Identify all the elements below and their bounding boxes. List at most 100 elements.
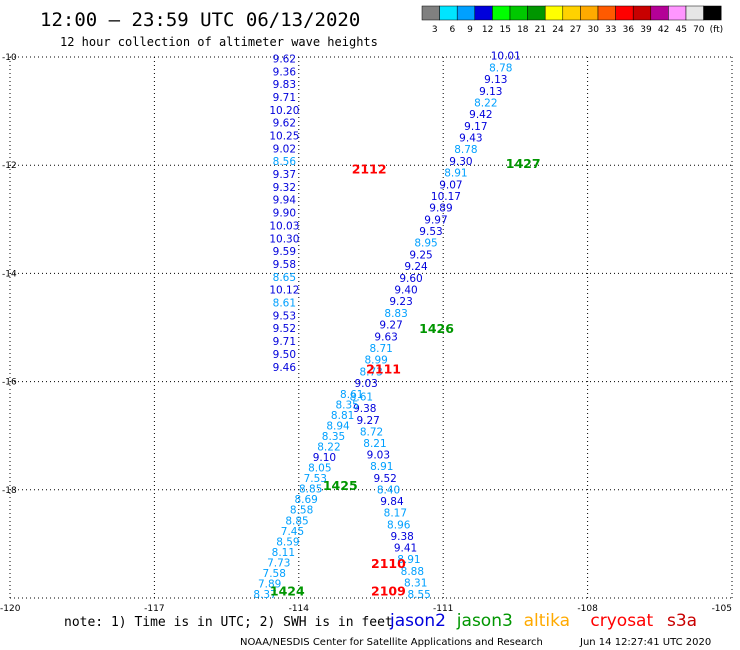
wave-height-value: 9.46 <box>273 362 297 374</box>
wave-height-value: 8.78 <box>489 62 512 74</box>
wave-height-value: 9.38 <box>390 531 413 543</box>
colorbar-label: 42 <box>658 25 669 35</box>
wave-height-value: 9.52 <box>373 473 396 485</box>
colorbar-swatch <box>492 5 511 21</box>
grid <box>9 56 733 599</box>
pass-label: 2112 <box>352 161 387 176</box>
wave-height-value: 8.56 <box>273 156 297 168</box>
footer-center: NOAA/NESDIS Center for Satellite Applica… <box>240 637 543 648</box>
wave-height-value: 9.30 <box>449 156 472 168</box>
wave-height-value: 9.43 <box>459 133 482 145</box>
x-tick-label: -114 <box>289 604 310 614</box>
colorbar-swatch <box>650 5 669 21</box>
legend-jason2: jason2 <box>389 611 446 631</box>
satellite-legend: jason2 jason3 altika cryosat s3a <box>389 611 697 631</box>
wave-height-value: 9.38 <box>353 403 376 415</box>
x-tick-label: -105 <box>712 604 732 614</box>
wave-height-value: 7.45 <box>281 526 304 538</box>
y-tick-label: -18 <box>2 486 17 496</box>
y-tick-label: -16 <box>2 378 17 388</box>
wave-height-value: 8.88 <box>401 566 424 578</box>
wave-height-value: 9.23 <box>389 296 412 308</box>
wave-height-value: 9.40 <box>394 284 417 296</box>
wave-height-value: 9.13 <box>484 74 507 86</box>
colorbar-label: 9 <box>467 25 473 35</box>
wave-height-value: 8.73 <box>359 366 382 378</box>
wave-height-value: 8.55 <box>407 589 430 601</box>
wave-height-value: 8.21 <box>363 438 386 450</box>
wave-height-value: 9.27 <box>356 415 379 427</box>
wave-height-value: 9.32 <box>273 182 296 194</box>
x-tick-label: -120 <box>0 604 21 614</box>
colorbar-label: 3 <box>432 25 438 35</box>
wave-height-value: 8.65 <box>273 272 296 284</box>
pass-label: 2109 <box>371 583 406 598</box>
wave-height-value: 9.07 <box>439 179 462 191</box>
colorbar-swatch <box>703 5 722 21</box>
wave-height-value: 8.58 <box>290 505 313 517</box>
wave-height-value: 8.78 <box>454 144 477 156</box>
pass-labels: 2112 1427 1426 2111 1425 2110 2109 1424 <box>270 156 541 598</box>
wave-height-value: 9.62 <box>273 53 296 65</box>
wave-height-value: 9.36 <box>273 66 297 78</box>
tick-labels: -10 -12 -14 -16 -18 -120 -117 -114 -111 -108 -105 <box>0 53 732 614</box>
wave-height-value: 8.81 <box>331 410 354 422</box>
footer-right: Jun 14 12:27:41 UTC 2020 <box>579 637 711 648</box>
colorbar-label: 36 <box>623 25 635 35</box>
wave-height-value: 8.31 <box>404 577 427 589</box>
pass-label: 2111 <box>366 361 401 376</box>
wave-height-value: 9.58 <box>273 259 296 271</box>
wave-height-value: 8.35 <box>335 399 358 411</box>
wave-height-value: 8.96 <box>387 519 411 531</box>
colorbar-label: 24 <box>552 25 564 35</box>
wave-height-value: 8.85 <box>285 515 308 527</box>
wave-height-value: 9.84 <box>380 496 404 508</box>
colorbar-label: 45 <box>675 25 686 35</box>
wave-height-value: 8.94 <box>326 420 350 432</box>
legend-cryosat: cryosat <box>590 611 653 631</box>
wave-height-value: 7.58 <box>263 568 286 580</box>
colorbar-swatch <box>632 5 652 21</box>
colorbar-swatch <box>509 5 528 21</box>
y-tick-label: -14 <box>2 269 17 279</box>
wave-height-value: 8.61 <box>273 298 296 310</box>
wave-height-value: 10.20 <box>269 105 299 117</box>
colorbar-label: 27 <box>570 25 581 35</box>
colorbar-swatch <box>668 5 687 21</box>
wave-height-value: 9.89 <box>429 203 452 215</box>
wave-height-value: 8.35 <box>322 431 345 443</box>
colorbar: 3 6 9 12 15 18 21 24 27 30 33 36 39 42 45 70 (ft) <box>421 5 724 35</box>
colorbar-label: 12 <box>482 25 493 35</box>
chart-subtitle: 12 hour collection of altimeter wave hei… <box>60 35 378 49</box>
wave-height-value: 8.40 <box>377 484 400 496</box>
pass-label: 1425 <box>323 478 358 493</box>
wave-height-value: 9.27 <box>379 320 402 332</box>
wave-height-value: 8.11 <box>272 547 295 559</box>
wave-height-value: 9.03 <box>367 450 390 462</box>
wave-height-value: 8.61 <box>350 392 373 404</box>
wave-height-value: 8.72 <box>360 426 383 438</box>
wave-height-value: 9.50 <box>273 349 296 361</box>
chart-title: 12:00 – 23:59 UTC 06/13/2020 <box>40 9 360 31</box>
colorbar-swatch <box>421 5 440 21</box>
wave-height-value: 9.03 <box>354 378 377 390</box>
data-values: 9.629.369.839.7110.209.6210.259.028.569.… <box>253 51 520 601</box>
colorbar-swatch <box>615 5 634 21</box>
colorbar-swatch <box>580 5 599 21</box>
wave-height-value: 8.37 <box>253 589 276 601</box>
wave-height-value: 8.99 <box>364 355 387 367</box>
colorbar-swatch <box>685 5 704 21</box>
wave-height-value: 9.10 <box>313 452 336 464</box>
wave-height-value: 10.30 <box>269 233 299 245</box>
wave-height-value: 10.17 <box>431 191 461 203</box>
y-tick-label: -10 <box>2 53 17 63</box>
wave-height-value: 9.24 <box>404 261 428 273</box>
pass-label: 1426 <box>419 321 454 336</box>
colorbar-label: 21 <box>535 25 546 35</box>
wave-height-value: 9.13 <box>479 86 502 98</box>
wave-height-value: 8.91 <box>370 461 393 473</box>
wave-height-value: 8.59 <box>276 536 299 548</box>
colorbar-swatch <box>439 5 458 21</box>
colorbar-label: (ft) <box>710 25 724 35</box>
